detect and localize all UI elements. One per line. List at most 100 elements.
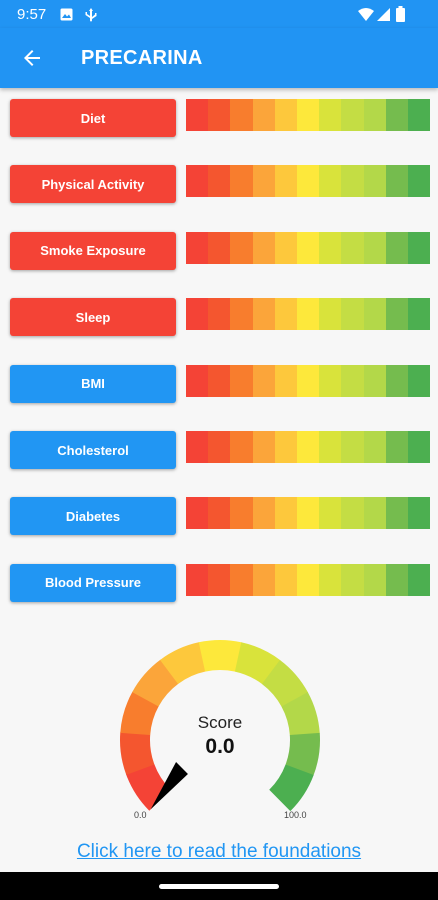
gauge-max-label: 100.0 (284, 810, 307, 820)
rating-segment[interactable] (274, 231, 297, 264)
rating-segment[interactable] (230, 497, 253, 530)
rating-segment[interactable] (319, 298, 342, 331)
rating-segment[interactable] (385, 497, 408, 530)
rating-segment[interactable] (385, 165, 408, 198)
rating-segment[interactable] (319, 431, 342, 463)
rating-segment[interactable] (385, 298, 408, 331)
rating-segment[interactable] (341, 298, 364, 331)
rating-segment[interactable] (274, 298, 297, 331)
rating-segment[interactable] (319, 364, 342, 397)
rating-segment[interactable] (274, 364, 297, 397)
rating-segment[interactable] (186, 364, 209, 397)
rating-segment[interactable] (230, 298, 253, 331)
rating-segment[interactable] (341, 231, 364, 264)
rating-segment[interactable] (186, 165, 209, 198)
rating-segment[interactable] (252, 497, 275, 530)
rating-segment[interactable] (407, 563, 431, 596)
rating-segment[interactable] (252, 231, 275, 264)
rating-segment[interactable] (208, 497, 231, 530)
rating-segment[interactable] (208, 563, 231, 596)
rating-segment[interactable] (230, 99, 253, 131)
rating-segment[interactable] (274, 99, 297, 131)
rating-segment[interactable] (407, 99, 431, 131)
rating-segment[interactable] (407, 165, 431, 198)
rating-segment[interactable] (208, 231, 231, 264)
rating-segment[interactable] (363, 364, 386, 397)
rating-segment[interactable] (296, 99, 320, 131)
rating-segment[interactable] (186, 298, 209, 331)
rating-segment[interactable] (186, 563, 209, 596)
rating-segment[interactable] (274, 431, 297, 463)
rating-segment[interactable] (407, 431, 431, 463)
rating-segment[interactable] (186, 99, 209, 131)
rating-segment[interactable] (252, 431, 275, 463)
rating-segment[interactable] (230, 431, 253, 463)
rating-segment[interactable] (252, 99, 275, 131)
rating-segment[interactable] (385, 231, 408, 264)
rating-segment[interactable] (363, 563, 386, 596)
rating-segment[interactable] (252, 165, 275, 198)
back-arrow-icon[interactable] (20, 46, 44, 70)
factor-button[interactable]: Diet (10, 99, 176, 137)
rating-segment[interactable] (230, 364, 253, 397)
factor-button[interactable]: Blood Pressure (10, 563, 176, 602)
rating-segment[interactable] (319, 497, 342, 530)
rating-segment[interactable] (407, 364, 431, 397)
rating-segment[interactable] (319, 165, 342, 198)
rating-segment[interactable] (296, 364, 320, 397)
rating-segment[interactable] (230, 231, 253, 264)
rating-segment[interactable] (407, 231, 431, 264)
rating-segment[interactable] (341, 364, 364, 397)
rating-segment[interactable] (385, 364, 408, 397)
rating-segment[interactable] (296, 431, 320, 463)
rating-segment[interactable] (341, 563, 364, 596)
rating-segment[interactable] (407, 298, 431, 331)
factor-button[interactable]: Diabetes (10, 497, 176, 536)
rating-segment[interactable] (296, 231, 320, 264)
rating-segment[interactable] (341, 431, 364, 463)
rating-segment[interactable] (319, 99, 342, 131)
rating-segment[interactable] (208, 298, 231, 331)
foundations-link[interactable]: Click here to read the foundations (76, 841, 362, 862)
factor-button[interactable]: Smoke Exposure (10, 231, 176, 270)
rating-segment[interactable] (363, 497, 386, 530)
rating-segment[interactable] (319, 563, 342, 596)
rating-segment[interactable] (363, 298, 386, 331)
rating-segment[interactable] (319, 231, 342, 264)
rating-segment[interactable] (274, 497, 297, 530)
factor-button[interactable]: Cholesterol (10, 431, 176, 469)
rating-segment[interactable] (186, 431, 209, 463)
factor-button[interactable]: BMI (10, 364, 176, 403)
rating-segment[interactable] (363, 99, 386, 131)
rating-segment[interactable] (208, 99, 231, 131)
rating-segment[interactable] (363, 165, 386, 198)
rating-segment[interactable] (296, 165, 320, 198)
rating-segment[interactable] (274, 563, 297, 596)
rating-segment[interactable] (186, 231, 209, 264)
rating-segment[interactable] (341, 99, 364, 131)
rating-segment[interactable] (385, 563, 408, 596)
rating-segment[interactable] (208, 431, 231, 463)
rating-segment[interactable] (252, 364, 275, 397)
rating-segment[interactable] (385, 431, 408, 463)
rating-segment[interactable] (230, 563, 253, 596)
rating-segment[interactable] (230, 165, 253, 198)
rating-segment[interactable] (274, 165, 297, 198)
rating-segment[interactable] (296, 497, 320, 530)
rating-segment[interactable] (341, 497, 364, 530)
rating-segment[interactable] (363, 431, 386, 463)
rating-segment[interactable] (407, 497, 431, 530)
rating-segment[interactable] (208, 165, 231, 198)
factor-button[interactable]: Physical Activity (10, 165, 176, 204)
rating-segment[interactable] (296, 563, 320, 596)
factor-button[interactable]: Sleep (10, 298, 176, 337)
rating-segment[interactable] (252, 563, 275, 596)
rating-segment[interactable] (252, 298, 275, 331)
rating-segment[interactable] (385, 99, 408, 131)
home-gesture-handle[interactable] (159, 884, 279, 889)
rating-segment[interactable] (363, 231, 386, 264)
rating-segment[interactable] (208, 364, 231, 397)
rating-segment[interactable] (186, 497, 209, 530)
rating-segment[interactable] (296, 298, 320, 331)
rating-segment[interactable] (341, 165, 364, 198)
